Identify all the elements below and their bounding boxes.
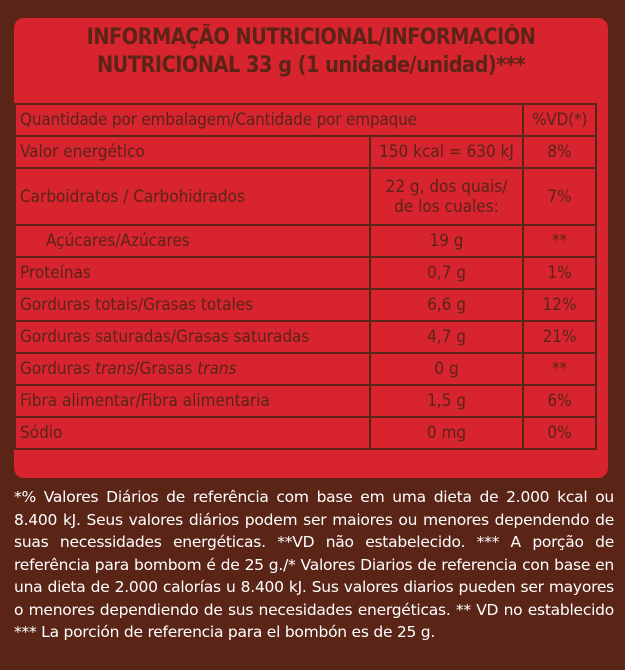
- table-row: Proteínas 0,7 g 1%: [14, 256, 598, 290]
- row-amount: 1,5 g: [368, 384, 525, 418]
- row-amount-line-1: 22 g, dos quais/: [385, 176, 508, 197]
- row-label: Proteínas: [14, 256, 371, 290]
- row-label: Gorduras totais/Grasas totales: [14, 288, 371, 322]
- row-vd: 21%: [522, 320, 598, 354]
- table-header-row: Quantidade por embalagem/Cantidade por e…: [13, 103, 598, 137]
- row-amount-line-2: de los cuales:: [394, 196, 499, 217]
- title-line-2: NUTRICIONAL 33 g (1 unidade/unidad)***: [96, 53, 526, 78]
- row-vd: 1%: [522, 256, 598, 290]
- row-label: Sódio: [14, 416, 371, 450]
- row-amount: 0 g: [368, 352, 525, 386]
- row-vd: 6%: [522, 384, 598, 418]
- row-label: Açúcares/Azúcares: [14, 224, 371, 258]
- label-italic: trans: [95, 359, 135, 379]
- row-amount: 6,6 g: [368, 288, 525, 322]
- row-vd: 0%: [522, 416, 598, 450]
- row-amount: 19 g: [368, 224, 525, 258]
- table-row: Carboidratos / Carbohidrados 22 g, dos q…: [14, 167, 598, 226]
- row-label: Gorduras saturadas/Grasas saturadas: [14, 320, 371, 354]
- row-amount: 4,7 g: [368, 320, 525, 354]
- row-label: Valor energético: [14, 135, 371, 169]
- header-vd: %VD(*): [522, 103, 598, 137]
- row-vd: **: [522, 352, 598, 386]
- table-row: Fibra alimentar/Fibra alimentaria 1,5 g …: [14, 384, 598, 418]
- nutrition-table: Quantidade por embalagem/Cantidade por e…: [13, 103, 598, 450]
- title-line-1: INFORMAÇÃO NUTRICIONAL/INFORMACIÓN: [86, 25, 536, 50]
- row-amount: 0,7 g: [368, 256, 525, 290]
- label-part: /Grasas: [134, 359, 198, 379]
- row-vd: 8%: [522, 135, 598, 169]
- table-row: Açúcares/Azúcares 19 g **: [14, 224, 598, 258]
- row-vd: 12%: [522, 288, 598, 322]
- row-vd: **: [522, 224, 598, 258]
- row-amount: 0 mg: [368, 416, 525, 450]
- label-italic: trans: [197, 359, 237, 379]
- table-row: Gorduras trans/Grasas trans 0 g **: [14, 352, 598, 386]
- table-row: Gorduras totais/Grasas totales 6,6 g 12%: [14, 288, 598, 322]
- table-row: Sódio 0 mg 0%: [14, 416, 598, 450]
- row-amount: 22 g, dos quais/ de los cuales:: [368, 167, 525, 226]
- row-label: Carboidratos / Carbohidrados: [14, 167, 371, 226]
- row-label: Fibra alimentar/Fibra alimentaria: [14, 384, 371, 418]
- row-vd: 7%: [522, 167, 598, 226]
- row-label: Gorduras trans/Grasas trans: [14, 352, 371, 386]
- row-amount: 150 kcal = 630 kJ: [368, 135, 525, 169]
- header-label: Quantidade por embalagem/Cantidade por e…: [13, 103, 525, 137]
- table-row: Valor energético 150 kcal = 630 kJ 8%: [14, 135, 598, 169]
- table-row: Gorduras saturadas/Grasas saturadas 4,7 …: [14, 320, 598, 354]
- footnote-text: *% Valores Diários de referência com bas…: [14, 488, 614, 641]
- label-part: Gorduras: [20, 359, 96, 379]
- nutrition-title: INFORMAÇÃO NUTRICIONAL/INFORMACIÓN NUTRI…: [50, 24, 573, 80]
